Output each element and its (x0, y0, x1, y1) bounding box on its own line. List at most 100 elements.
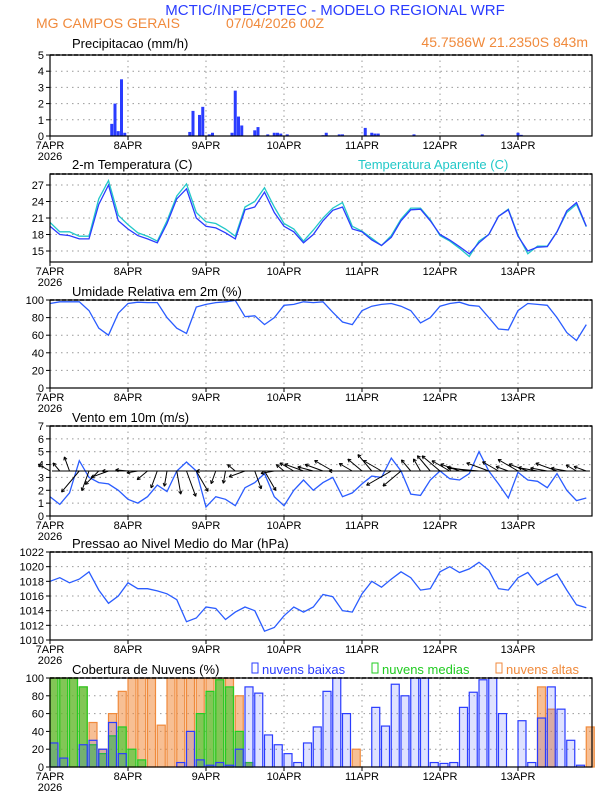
rh-panel: 0 20 40 60 80 100 7APR 8APR 9APR 10APR 11APR 12APR 1… (26, 295, 593, 415)
low-cloud-bar (117, 753, 127, 768)
mid-cloud-bar (205, 690, 215, 768)
precip-bar (123, 132, 127, 136)
low-cloud-bar (195, 759, 205, 768)
low-cloud-bar (527, 761, 537, 768)
y-tick-label: 7 (38, 421, 44, 433)
y-tick-label: 15 (32, 246, 44, 258)
wind-arrow (254, 470, 263, 490)
wind-arrow-shaft (421, 455, 441, 472)
high-cloud-bar (176, 677, 186, 768)
x-tick-label: 10APR (267, 392, 302, 404)
precip-bar (516, 132, 520, 136)
wind-arrow (447, 466, 480, 472)
wind-arrow (304, 463, 324, 472)
precip-bar (480, 134, 484, 136)
mid-cloud-bar (127, 748, 137, 768)
wind-arrow-shaft (150, 470, 158, 489)
precip-panel: 0 1 2 3 4 5 7APR 8APR 9APR 10APR 11APR 12APR 13APR 20… (36, 50, 593, 163)
wind-arrow-head (37, 463, 41, 468)
wind-arrow (431, 460, 451, 472)
wind-arrow-shaft (363, 460, 382, 472)
pressure-line (49, 561, 587, 633)
wind-arrow-head (482, 461, 485, 465)
wind-arrow (210, 470, 217, 485)
wind-arrow-head (347, 458, 350, 463)
wind-arrow (416, 455, 431, 472)
wind-arrow (227, 464, 236, 472)
x-tick-label: 9APR (192, 771, 221, 783)
y-tick-label: 0 (38, 131, 44, 143)
low-cloud-bar (322, 690, 332, 768)
low-cloud-bar (556, 708, 566, 768)
wind-arrow-shaft (227, 464, 236, 472)
low-cloud-bar (419, 677, 430, 768)
low-cloud-bar (468, 691, 478, 768)
wind-arrow (115, 468, 129, 473)
y-tick-label: 60 (32, 330, 44, 342)
x-tick-label: 13APR (501, 392, 536, 404)
x-tick-label: 8APR (114, 771, 143, 783)
wind-arrow (328, 468, 343, 474)
wind-arrow-head (61, 490, 66, 493)
wind-arrow-shaft (284, 463, 304, 472)
wind-arrow (126, 470, 138, 475)
wind-arrow (421, 455, 441, 472)
precip-bar (272, 132, 276, 136)
x-tick-label: 13APR (501, 266, 536, 278)
clouds-panel: 0 20 40 60 80 100 7APR 8APR 9APR 10APR 11APR 12APR 1… (26, 673, 595, 792)
wind-arrow-head (573, 466, 577, 470)
wind-arrow-head (530, 467, 534, 471)
precip-bar (211, 132, 214, 136)
wind-arrow-shaft (339, 463, 353, 472)
wind-arrow (61, 470, 80, 493)
apparent-temp-legend: Temperatura Aparente (C) (358, 157, 508, 172)
y-tick-label: 3 (38, 472, 44, 484)
rh-line (49, 299, 587, 342)
low-cloud-bar (176, 761, 186, 768)
mid-cloud-bar (137, 759, 147, 768)
wind-arrow-head (517, 467, 522, 471)
wind-arrow-shaft (497, 459, 519, 472)
mid-cloud-bar (224, 686, 235, 768)
wind-arrow-shaft (260, 470, 275, 474)
wind-arrow-shaft (297, 466, 314, 472)
y-tick-label: 24 (32, 197, 44, 209)
wind-arrow (314, 460, 334, 472)
wind-arrow-head (115, 469, 119, 473)
wind-arrow (102, 468, 119, 474)
wind-arrow (362, 460, 382, 472)
y-tick-label: 100 (26, 295, 44, 307)
y-tick-label: 80 (32, 691, 44, 703)
wind-arrow-head (227, 464, 230, 469)
precip-bar (363, 127, 367, 136)
coordinates-label: 45.7586W 21.2350S 843m (421, 34, 588, 50)
precip-bar (110, 123, 114, 136)
precip-bar (412, 134, 416, 136)
low-cloud-bar (107, 721, 118, 768)
y-tick-label: 1016 (20, 591, 44, 603)
y-tick-label: 2 (38, 485, 44, 497)
x-year-label: 2026 (38, 655, 62, 667)
wind-arrow-shaft (413, 458, 421, 472)
y-tick-label: 60 (32, 709, 44, 721)
apparent-temp-line (49, 178, 587, 258)
y-tick-label: 0 (38, 511, 44, 523)
wind-arrow-shaft (126, 470, 138, 474)
wind-arrow-head (431, 460, 435, 464)
high-cloud-bar (585, 726, 595, 768)
wind-arrow-shaft (254, 470, 262, 490)
x-tick-label: 10APR (267, 140, 302, 152)
x-tick-label: 10APR (267, 266, 302, 278)
wind-arrow-shaft (314, 460, 334, 472)
y-tick-label: 1 (38, 498, 44, 510)
low-cloud-bar (263, 734, 274, 768)
wind-arrow (186, 470, 197, 497)
location-label: MG CAMPOS GERAIS (36, 15, 180, 31)
rh-frame (49, 299, 593, 389)
low-cloud-bar (98, 748, 108, 768)
wind-arrow-shaft (279, 462, 294, 472)
wind-arrow-shaft (52, 462, 61, 472)
x-tick-label: 10APR (267, 771, 302, 783)
wind-arrow-shaft (530, 467, 548, 472)
wind-panel: 012345677APR8APR9APR10APR11APR12APR13APR… (36, 421, 593, 543)
